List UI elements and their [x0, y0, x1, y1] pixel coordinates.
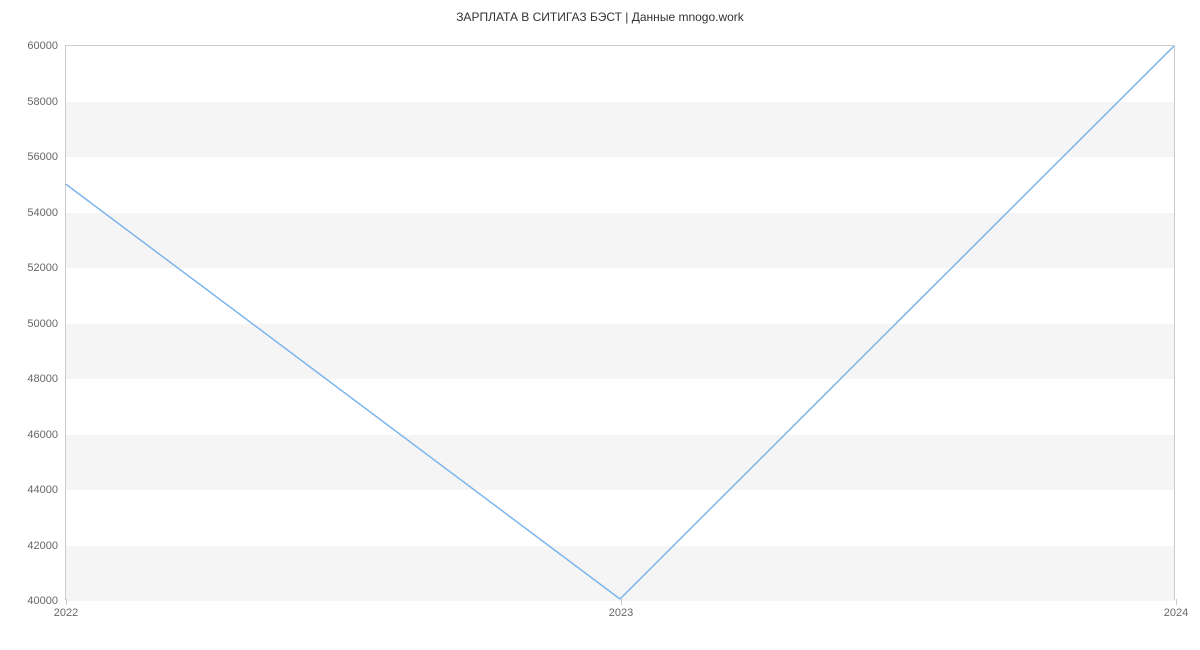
y-tick-label: 42000	[27, 540, 58, 552]
y-tick-label: 58000	[27, 96, 58, 108]
x-tick-mark	[621, 599, 622, 605]
series-line	[66, 46, 1174, 599]
chart-title: ЗАРПЛАТА В СИТИГАЗ БЭСТ | Данные mnogo.w…	[0, 10, 1200, 24]
y-tick-label: 52000	[27, 262, 58, 274]
y-tick-label: 60000	[27, 40, 58, 52]
plot-area: 4000042000440004600048000500005200054000…	[65, 45, 1175, 600]
y-tick-label: 54000	[27, 207, 58, 219]
y-tick-label: 40000	[27, 595, 58, 607]
y-tick-label: 48000	[27, 373, 58, 385]
y-tick-label: 46000	[27, 429, 58, 441]
chart-container: ЗАРПЛАТА В СИТИГАЗ БЭСТ | Данные mnogo.w…	[0, 0, 1200, 650]
x-tick-label: 2024	[1164, 607, 1188, 619]
y-tick-label: 50000	[27, 318, 58, 330]
x-tick-label: 2023	[609, 607, 633, 619]
x-tick-label: 2022	[54, 607, 78, 619]
line-layer	[66, 46, 1174, 599]
y-tick-label: 44000	[27, 484, 58, 496]
x-tick-mark	[66, 599, 67, 605]
y-tick-label: 56000	[27, 151, 58, 163]
x-tick-mark	[1176, 599, 1177, 605]
